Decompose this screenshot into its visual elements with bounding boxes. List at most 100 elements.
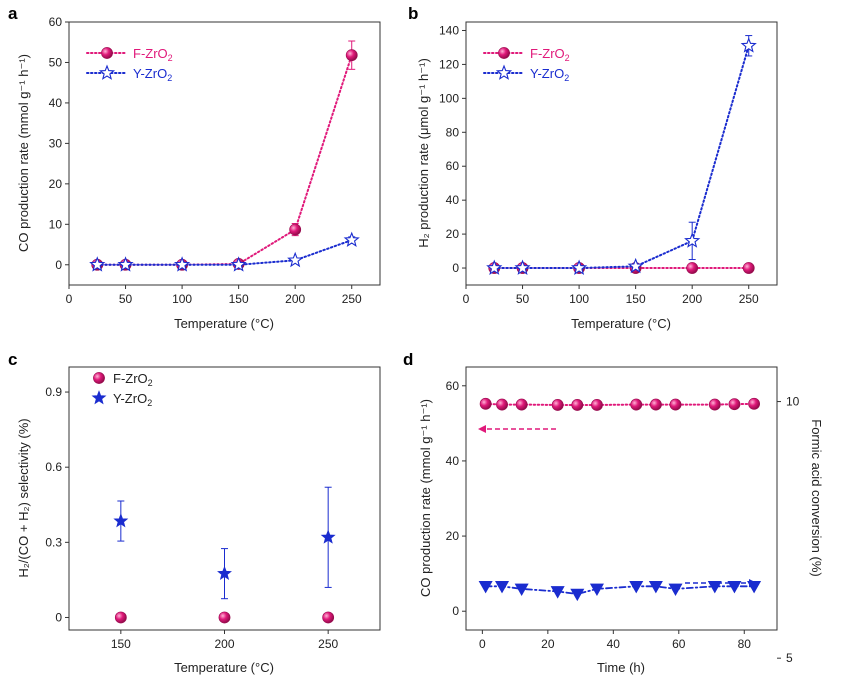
data-point bbox=[591, 399, 603, 411]
x-tick-label: 250 bbox=[739, 292, 759, 306]
right-axis-arrowhead bbox=[749, 579, 757, 588]
legend-label: Y-ZrO2 bbox=[530, 66, 569, 83]
x-tick-label: 0 bbox=[463, 292, 470, 306]
x-tick-label: 150 bbox=[111, 637, 131, 651]
data-point bbox=[629, 581, 644, 594]
x-tick-label: 80 bbox=[738, 637, 752, 651]
data-point bbox=[571, 399, 584, 411]
y-tick-label: 10 bbox=[49, 217, 63, 231]
x-tick-label: 20 bbox=[541, 637, 555, 651]
data-point bbox=[217, 565, 232, 580]
data-point bbox=[669, 398, 682, 411]
legend-label: Y-ZrO2 bbox=[113, 391, 152, 408]
legend-label: F-ZrO2 bbox=[113, 371, 153, 388]
y-tick-label: 60 bbox=[446, 159, 460, 173]
panel-c: 150 200 250 0 0.3 0.6 0.9 F-ZrO2 Y-ZrO2 bbox=[45, 371, 338, 651]
y-tick-label: 0 bbox=[55, 610, 62, 624]
x-tick-label: 40 bbox=[607, 637, 621, 651]
x-tick-label: 60 bbox=[672, 637, 686, 651]
data-point bbox=[589, 583, 604, 597]
series-line bbox=[96, 54, 353, 266]
legend-marker bbox=[98, 64, 116, 80]
left-axis-arrowhead bbox=[478, 424, 486, 433]
y-tick-label: 0.9 bbox=[45, 385, 62, 399]
data-point bbox=[686, 262, 699, 274]
x-axis-label-c: Temperature (°C) bbox=[174, 660, 274, 675]
data-point bbox=[322, 611, 335, 624]
data-point bbox=[345, 49, 358, 62]
panel-label-a: a bbox=[8, 4, 18, 23]
legend-marker bbox=[498, 47, 510, 59]
x-tick-label: 0 bbox=[479, 637, 486, 651]
data-point bbox=[570, 588, 585, 602]
data-point bbox=[742, 262, 755, 274]
data-point bbox=[320, 529, 336, 544]
y-tick-label: 20 bbox=[446, 529, 460, 543]
y-tick-label: 40 bbox=[446, 193, 460, 207]
data-point bbox=[684, 232, 701, 248]
x-axis-label-d: Time (h) bbox=[597, 660, 645, 675]
data-point bbox=[114, 611, 127, 624]
legend-label: F-ZrO2 bbox=[133, 46, 173, 63]
x-tick-label: 150 bbox=[229, 292, 249, 306]
panel-label-c: c bbox=[8, 350, 17, 369]
data-point bbox=[287, 251, 304, 268]
chart-marks: 0 50 100 150 200 2500102030405060F-ZrO2Y-ZrO2… bbox=[45, 15, 799, 665]
y-tick-label: 140 bbox=[439, 23, 459, 37]
y-tick-label: 40 bbox=[446, 454, 460, 468]
series-f-zro2 bbox=[91, 40, 358, 271]
x-tick-label: 100 bbox=[172, 292, 192, 306]
series-y-zro2 bbox=[478, 581, 762, 602]
data-point bbox=[708, 398, 721, 411]
data-point bbox=[494, 581, 510, 594]
y-tick-label: 30 bbox=[49, 136, 63, 150]
legend-marker bbox=[93, 372, 105, 384]
x-axis-label-a: Temperature (°C) bbox=[174, 316, 274, 331]
data-point bbox=[343, 231, 360, 247]
plot-frame-a bbox=[68, 21, 381, 286]
x-axis-label-b: Temperature (°C) bbox=[571, 316, 671, 331]
legend-label: Y-ZrO2 bbox=[133, 66, 172, 83]
data-point bbox=[89, 256, 106, 272]
series-y-zro2 bbox=[89, 231, 360, 272]
y-tick-label: 0 bbox=[55, 258, 62, 272]
y-tick-label: 0 bbox=[452, 604, 459, 618]
series-y-zro2 bbox=[486, 35, 757, 275]
y-tick-label: 0.6 bbox=[45, 460, 62, 474]
legend-marker bbox=[495, 64, 513, 80]
data-point bbox=[289, 223, 302, 236]
data-point bbox=[515, 398, 528, 411]
data-point bbox=[627, 257, 644, 274]
data-point bbox=[551, 399, 564, 411]
y2-tick-label: 5 bbox=[786, 651, 793, 665]
y-axis-label-c: H₂/(CO + H₂) selectivity (%) bbox=[16, 418, 31, 577]
panel-d: 0 20 40 60 80 0 20 40 60 5 10 bbox=[446, 379, 800, 665]
series-y-zro2 bbox=[113, 486, 336, 600]
y2-axis-label-d: Formic acid conversion (%) bbox=[809, 419, 824, 577]
panel-a: 0 50 100 150 200 250 0 10 20 30 40 50 60 F-ZrO2 Y-ZrO2 bbox=[49, 15, 362, 306]
series-f-zro2 bbox=[479, 397, 760, 411]
y-tick-label: 120 bbox=[439, 57, 459, 71]
data-point bbox=[668, 583, 683, 597]
y-axis-label-a: CO production rate (mmol g⁻¹ h⁻¹) bbox=[16, 54, 31, 252]
y-tick-label: 60 bbox=[49, 15, 63, 29]
x-tick-label: 250 bbox=[318, 637, 338, 651]
x-tick-label: 200 bbox=[682, 292, 702, 306]
data-point bbox=[727, 581, 742, 594]
data-point bbox=[514, 259, 531, 275]
data-point bbox=[550, 586, 565, 599]
y-tick-label: 40 bbox=[49, 96, 63, 110]
y-tick-label: 50 bbox=[49, 55, 63, 69]
x-tick-label: 150 bbox=[626, 292, 646, 306]
y-tick-label: 100 bbox=[439, 91, 459, 105]
panel-label-b: b bbox=[408, 4, 418, 23]
y-tick-label: 20 bbox=[446, 227, 460, 241]
data-point bbox=[117, 256, 134, 272]
data-point bbox=[514, 583, 529, 597]
data-point bbox=[486, 259, 503, 275]
x-tick-label: 50 bbox=[516, 292, 530, 306]
data-point bbox=[570, 259, 588, 275]
y-axis-label-b: H₂ production rate (μmol g⁻¹ h⁻¹) bbox=[416, 58, 431, 248]
y-tick-label: 0.3 bbox=[45, 535, 62, 549]
x-tick-label: 200 bbox=[285, 292, 305, 306]
